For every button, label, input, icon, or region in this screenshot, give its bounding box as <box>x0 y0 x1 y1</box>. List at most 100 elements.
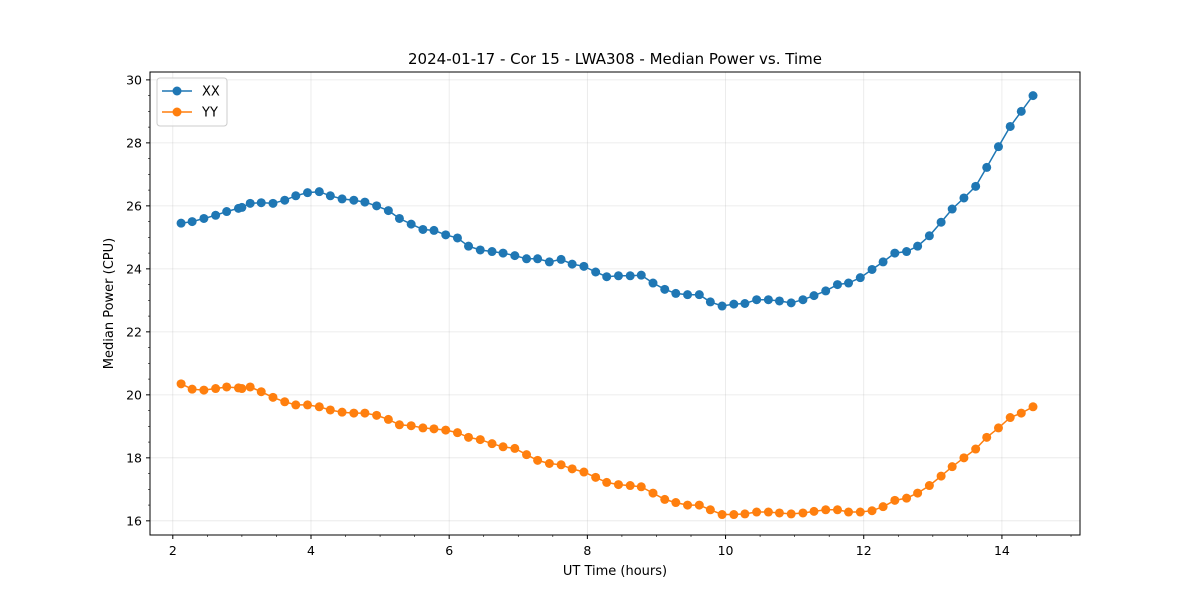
series-yy-point <box>671 498 681 508</box>
x-tick-label: 2 <box>169 543 177 558</box>
series-yy-point <box>947 462 957 472</box>
series-yy-point <box>855 507 865 517</box>
series-yy-point <box>268 392 278 402</box>
series-yy-point <box>1016 408 1026 418</box>
series-yy-point <box>982 432 992 442</box>
series-yy-point <box>498 442 508 452</box>
series-yy-point <box>971 444 981 454</box>
series-yy-point <box>660 494 670 504</box>
series-xx-point <box>705 297 715 307</box>
series-yy-point <box>487 439 497 449</box>
series-yy-point <box>993 423 1003 433</box>
series-xx-point <box>971 181 981 191</box>
series-yy-point <box>798 508 808 518</box>
series-xx-point <box>567 259 577 269</box>
series-xx-point <box>1028 91 1038 101</box>
series-yy-point <box>383 414 393 424</box>
series-xx-point <box>256 198 266 208</box>
series-xx-point <box>694 290 704 300</box>
series-yy-point <box>303 400 313 410</box>
series-xx-point <box>325 191 335 201</box>
series-xx-point <box>337 194 347 204</box>
series-xx-point <box>452 233 462 243</box>
series-yy-point <box>533 455 543 465</box>
series-xx-point <box>522 254 532 264</box>
series-yy-point <box>924 481 934 491</box>
series-xx-point <box>959 193 969 203</box>
series-xx-point <box>867 264 877 274</box>
series-xx-point <box>1016 106 1026 116</box>
series-xx-point <box>487 247 497 257</box>
series-yy-point <box>464 432 474 442</box>
series-yy-point <box>683 500 693 510</box>
legend-xx-swatch-marker <box>172 86 182 96</box>
series-yy-point <box>452 428 462 438</box>
series-yy-point <box>774 508 784 518</box>
series-xx-point <box>683 290 693 300</box>
series-yy-point <box>567 464 577 474</box>
series-yy-point <box>1028 402 1038 412</box>
series-xx-point <box>544 257 554 267</box>
series-xx-point <box>383 206 393 216</box>
series-xx-point <box>591 267 601 277</box>
x-tick-label: 10 <box>718 543 734 558</box>
series-xx-point <box>729 299 739 309</box>
series-yy-point <box>821 505 831 515</box>
series-xx-point <box>660 284 670 294</box>
y-tick-label: 20 <box>126 387 142 402</box>
y-tick-label: 30 <box>126 72 142 87</box>
x-tick-label: 14 <box>994 543 1010 558</box>
series-xx-point <box>844 278 854 288</box>
series-yy-point <box>890 495 900 505</box>
series-yy-point <box>591 472 601 482</box>
y-tick-label: 28 <box>126 135 142 150</box>
series-xx-point <box>671 288 681 298</box>
x-tick-label: 12 <box>856 543 872 558</box>
x-tick-label: 6 <box>445 543 453 558</box>
series-yy-point <box>832 505 842 515</box>
series-xx-point <box>394 213 404 223</box>
series-layer <box>176 91 1038 520</box>
series-yy-point <box>556 460 566 470</box>
series-xx-point <box>890 248 900 258</box>
series-xx-line <box>180 95 1034 307</box>
series-xx-point <box>809 291 819 301</box>
series-yy-point <box>602 477 612 487</box>
series-yy-point <box>579 467 589 477</box>
series-yy-point <box>878 502 888 512</box>
series-xx-point <box>752 295 762 305</box>
series-xx-point <box>303 188 313 198</box>
series-xx-point <box>498 248 508 258</box>
series-xx-point <box>878 257 888 267</box>
series-yy-point <box>936 471 946 481</box>
series-yy-point <box>763 507 773 517</box>
series-yy-point <box>256 387 266 397</box>
series-yy-point <box>648 488 658 498</box>
series-yy-point <box>291 400 301 410</box>
series-xx-point <box>222 207 232 217</box>
series-xx-point <box>510 251 520 261</box>
series-yy-point <box>844 507 854 517</box>
series-xx-point <box>786 298 796 308</box>
series-yy-point <box>613 480 623 490</box>
series-xx-point <box>245 198 255 208</box>
series-xx-point <box>902 247 912 257</box>
series-xx-point <box>268 198 278 208</box>
series-xx-point <box>372 201 382 211</box>
series-xx-point <box>533 254 543 264</box>
series-yy-point <box>959 453 969 463</box>
series-xx-point <box>349 195 359 205</box>
series-xx-point <box>579 261 589 271</box>
series-xx-point <box>237 202 247 212</box>
series-xx-point <box>441 230 451 240</box>
series-yy-point <box>222 382 232 392</box>
series-yy-point <box>325 405 335 415</box>
series-yy-point <box>237 384 247 394</box>
series-xx-point <box>636 270 646 280</box>
series-xx-point <box>199 213 209 223</box>
series-xx-point <box>913 241 923 251</box>
series-yy-point <box>280 397 290 407</box>
series-xx-point <box>176 218 186 228</box>
